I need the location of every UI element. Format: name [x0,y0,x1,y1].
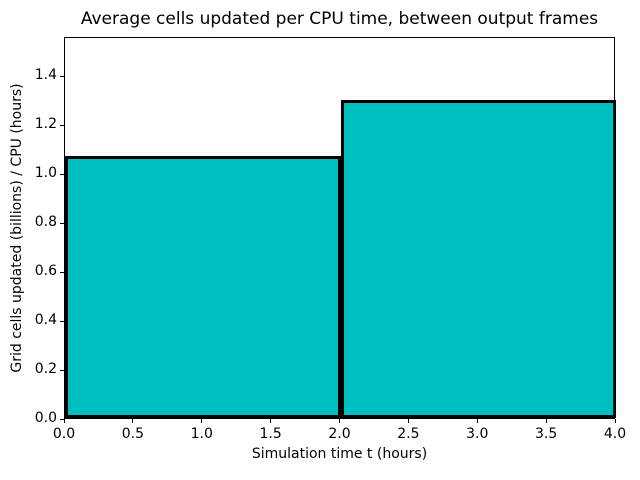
y-tick-label: 0.8 [34,214,57,231]
y-tick-mark [60,271,64,273]
y-tick-label: 1.0 [34,165,57,182]
y-tick-label: 0.6 [34,263,57,280]
y-tick-label: 0.2 [34,361,57,378]
y-tick-label: 1.4 [34,67,57,84]
bar [340,99,616,418]
x-tick-label: 4.0 [603,426,627,442]
y-tick-mark [60,222,64,224]
x-tick-mark [270,419,272,423]
x-tick-label: 2.0 [328,426,351,442]
x-tick-label: 0.0 [52,426,76,442]
y-tick-mark [60,369,64,371]
x-tick-label: 2.5 [397,426,420,442]
x-tick-mark [614,419,616,423]
y-tick-label: 0.0 [34,410,57,426]
bar [65,156,341,418]
y-tick-label: 1.2 [34,116,57,133]
y-tick-mark [60,75,64,77]
x-tick-label: 1.5 [259,426,282,442]
x-tick-mark [476,419,478,423]
y-tick-label: 0.4 [34,312,57,329]
plot-area [64,37,616,419]
y-tick-mark [60,173,64,175]
x-tick-mark [339,419,340,423]
x-tick-mark [201,419,203,423]
x-tick-label: 3.0 [466,426,489,442]
y-tick-mark [60,418,64,420]
x-tick-mark [63,419,65,423]
x-tick-label: 1.0 [190,426,213,442]
x-tick-mark [545,419,547,423]
chart-title: Average cells updated per CPU time, betw… [80,9,599,29]
x-axis-label: Simulation time t (hours) [251,446,428,462]
x-tick-mark [407,419,409,423]
y-tick-mark [60,320,64,322]
x-tick-label: 0.5 [121,426,144,442]
y-tick-mark [60,124,64,126]
x-tick-label: 3.5 [534,426,558,442]
x-tick-mark [132,419,134,423]
